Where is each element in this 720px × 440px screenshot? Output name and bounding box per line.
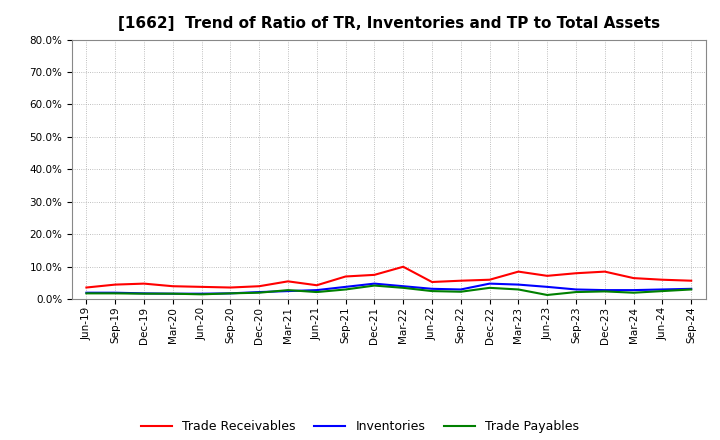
- Trade Payables: [255, 290, 264, 295]
- Trade Payables: [600, 289, 609, 294]
- Trade Payables: [514, 287, 523, 292]
- Trade Receivables: [226, 285, 235, 290]
- Title: [1662]  Trend of Ratio of TR, Inventories and TP to Total Assets: [1662] Trend of Ratio of TR, Inventories…: [118, 16, 660, 32]
- Line: Trade Payables: Trade Payables: [86, 286, 691, 295]
- Trade Receivables: [572, 271, 580, 276]
- Inventories: [82, 290, 91, 295]
- Trade Receivables: [600, 269, 609, 274]
- Trade Payables: [312, 290, 321, 295]
- Trade Receivables: [485, 277, 494, 282]
- Trade Payables: [140, 291, 148, 296]
- Trade Receivables: [456, 278, 465, 283]
- Inventories: [197, 291, 206, 296]
- Inventories: [600, 287, 609, 293]
- Legend: Trade Receivables, Inventories, Trade Payables: Trade Receivables, Inventories, Trade Pa…: [135, 415, 585, 438]
- Inventories: [140, 291, 148, 296]
- Inventories: [341, 284, 350, 290]
- Trade Receivables: [312, 282, 321, 288]
- Trade Payables: [111, 291, 120, 296]
- Inventories: [284, 289, 292, 294]
- Trade Receivables: [168, 284, 177, 289]
- Inventories: [514, 282, 523, 287]
- Inventories: [543, 284, 552, 290]
- Trade Payables: [197, 292, 206, 297]
- Trade Payables: [428, 289, 436, 294]
- Trade Receivables: [687, 278, 696, 283]
- Inventories: [572, 287, 580, 292]
- Trade Payables: [399, 285, 408, 290]
- Trade Receivables: [370, 272, 379, 278]
- Trade Payables: [226, 291, 235, 296]
- Trade Receivables: [399, 264, 408, 269]
- Trade Receivables: [514, 269, 523, 274]
- Inventories: [312, 287, 321, 293]
- Trade Payables: [658, 289, 667, 294]
- Trade Receivables: [197, 284, 206, 290]
- Trade Payables: [572, 290, 580, 295]
- Trade Payables: [82, 291, 91, 296]
- Trade Payables: [629, 290, 638, 295]
- Trade Receivables: [658, 277, 667, 282]
- Inventories: [456, 287, 465, 292]
- Trade Receivables: [543, 273, 552, 279]
- Inventories: [168, 291, 177, 296]
- Trade Receivables: [82, 285, 91, 290]
- Trade Payables: [485, 285, 494, 290]
- Inventories: [485, 281, 494, 286]
- Inventories: [111, 290, 120, 295]
- Inventories: [370, 281, 379, 286]
- Trade Receivables: [428, 279, 436, 285]
- Trade Receivables: [111, 282, 120, 287]
- Line: Trade Receivables: Trade Receivables: [86, 267, 691, 287]
- Inventories: [226, 291, 235, 296]
- Trade Receivables: [284, 279, 292, 284]
- Trade Payables: [284, 287, 292, 293]
- Trade Payables: [168, 291, 177, 296]
- Trade Payables: [456, 289, 465, 294]
- Trade Payables: [341, 287, 350, 292]
- Inventories: [399, 284, 408, 289]
- Trade Payables: [370, 283, 379, 288]
- Trade Receivables: [255, 284, 264, 289]
- Trade Payables: [687, 287, 696, 292]
- Trade Receivables: [341, 274, 350, 279]
- Trade Receivables: [140, 281, 148, 286]
- Inventories: [687, 286, 696, 291]
- Inventories: [255, 290, 264, 295]
- Line: Inventories: Inventories: [86, 284, 691, 293]
- Inventories: [629, 287, 638, 293]
- Trade Payables: [543, 292, 552, 297]
- Inventories: [658, 287, 667, 292]
- Inventories: [428, 286, 436, 291]
- Trade Receivables: [629, 275, 638, 281]
